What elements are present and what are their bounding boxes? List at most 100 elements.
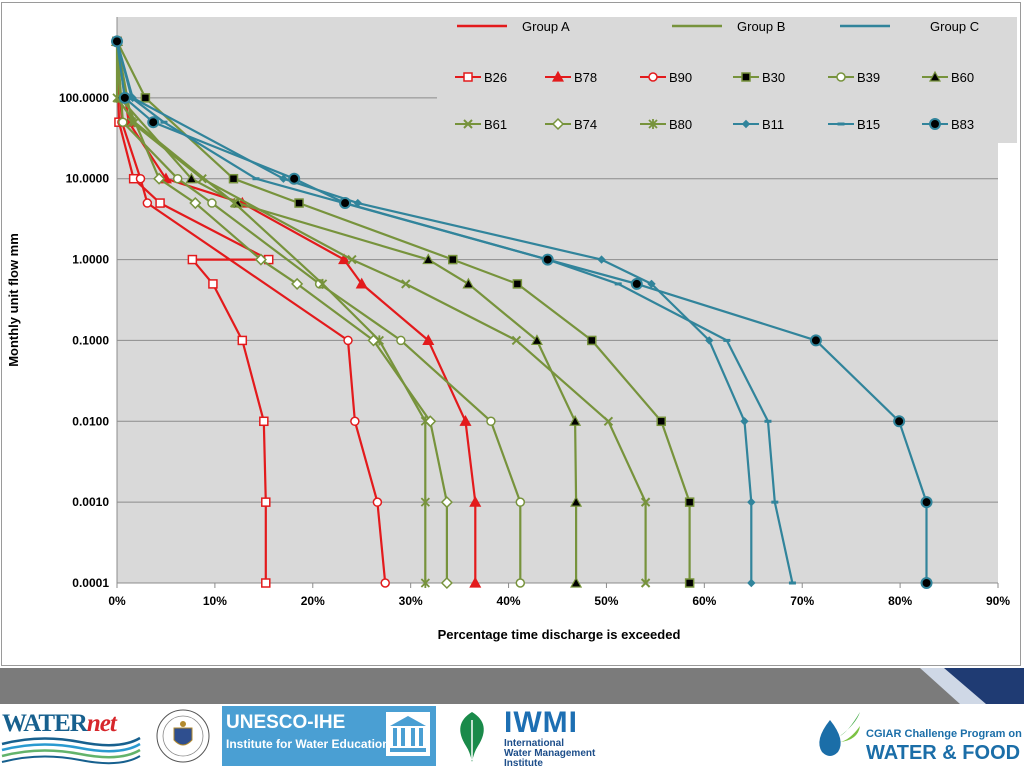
legend-group-label: Group C — [930, 19, 979, 34]
data-point-b78 — [422, 334, 435, 346]
y-tick-label: 0.0010 — [72, 495, 109, 509]
legend-marker-b30 — [741, 72, 751, 82]
data-point-b11 — [740, 417, 749, 426]
data-point-b83 — [630, 277, 643, 290]
data-point-b90 — [380, 578, 390, 588]
data-point-b60 — [530, 334, 543, 346]
x-tick-label: 40% — [497, 594, 521, 608]
series-line-b74 — [115, 41, 448, 583]
data-point-b30 — [228, 173, 239, 184]
data-point-b26 — [208, 279, 218, 289]
data-point-b74 — [254, 253, 267, 266]
data-point-b90 — [135, 173, 146, 184]
iwmi-logo: IWMI International Water Management Inst… — [502, 706, 596, 766]
y-tick-label: 0.0001 — [72, 576, 109, 590]
legend-label-b15: B15 — [857, 117, 880, 132]
data-point-b60 — [570, 495, 583, 507]
legend-label-b30: B30 — [762, 70, 785, 85]
data-point-b90 — [343, 335, 353, 346]
data-point-b60 — [422, 253, 435, 265]
data-point-b39 — [515, 578, 526, 588]
legend-label-b60: B60 — [951, 70, 974, 85]
y-tick-label: 0.1000 — [72, 333, 109, 347]
data-point-b90 — [372, 497, 383, 507]
legend-marker-b74 — [551, 117, 565, 131]
water-drop-leaf-icon — [819, 712, 860, 756]
leaf-logo — [448, 706, 496, 766]
data-point-b39 — [486, 416, 496, 427]
x-tick-label: 30% — [399, 594, 423, 608]
data-point-b80 — [317, 278, 328, 289]
y-tick-label: 1.0000 — [72, 253, 109, 267]
x-tick-label: 20% — [301, 594, 325, 608]
legend-label-b11: B11 — [762, 117, 784, 132]
data-point-b61 — [401, 279, 411, 289]
data-point-b83 — [288, 172, 301, 185]
data-point-b30 — [656, 416, 667, 427]
data-point-b26 — [261, 497, 271, 507]
cgiar-water-food: WATER & FOOD — [866, 742, 1021, 764]
leaf-icon — [460, 712, 484, 762]
waternet-word-net: net — [86, 710, 117, 737]
data-point-b60 — [570, 576, 583, 588]
data-point-b83 — [809, 334, 822, 347]
data-point-b11 — [597, 255, 606, 264]
unesco-ihe-title: UNESCO-IHE — [226, 712, 346, 733]
waternet-wordmark: WATERnet — [2, 710, 117, 738]
series-b83 — [111, 35, 933, 589]
data-point-b74 — [440, 496, 453, 509]
iwmi-line-1: International — [504, 738, 565, 749]
data-point-b26 — [261, 578, 271, 588]
legend-label-b80: B80 — [669, 117, 692, 132]
data-point-b80 — [129, 117, 140, 128]
series-b11 — [112, 37, 756, 588]
data-point-b80 — [229, 198, 240, 209]
legend: Group A Group B Group C B26 B78 B90 B30 B39 B60 B… — [437, 17, 1017, 143]
data-point-b30 — [140, 93, 151, 103]
series-b26 — [112, 36, 274, 588]
series-layer — [110, 35, 933, 590]
data-point-b30 — [684, 497, 695, 507]
legend-marker-b60 — [928, 70, 942, 82]
data-point-b83 — [920, 577, 933, 589]
legend-marker-b78 — [551, 70, 565, 82]
x-tick-label: 60% — [692, 594, 716, 608]
data-point-b39 — [172, 173, 183, 184]
y-axis-title: Monthly unit flow mm — [6, 233, 21, 367]
legend-label-b74: B74 — [574, 117, 597, 132]
data-point-b83 — [111, 35, 123, 48]
legend-group-label: Group A — [522, 19, 570, 34]
data-point-b80 — [420, 497, 430, 508]
y-tick-label: 100.0000 — [59, 91, 109, 105]
data-point-b78 — [469, 495, 482, 507]
data-point-b15 — [160, 120, 168, 124]
series-line-b90 — [115, 41, 387, 584]
legend-marker-b90 — [648, 72, 658, 82]
data-point-b30 — [512, 279, 523, 289]
data-point-b11 — [279, 174, 288, 183]
legend-marker-b80 — [648, 119, 658, 129]
legend-group-label: Group B — [737, 19, 785, 34]
data-point-b26 — [155, 198, 165, 208]
data-point-b74 — [291, 277, 304, 290]
data-point-b30 — [448, 254, 458, 265]
legend-marker-b15 — [837, 122, 845, 126]
data-point-b60 — [462, 277, 475, 289]
legend-label-b83: B83 — [951, 117, 974, 132]
legend-label-b26: B26 — [484, 70, 507, 85]
data-point-b15 — [764, 419, 772, 423]
data-point-b30 — [294, 198, 304, 208]
footer-band — [0, 668, 1024, 704]
legend-marker-b39 — [836, 72, 846, 82]
data-point-b61 — [347, 254, 357, 265]
cgiar-water-food-logo: CGIAR Challenge Program on WATER & FOOD — [810, 706, 1024, 766]
data-point-b11 — [705, 336, 714, 345]
data-point-b90 — [350, 416, 360, 427]
series-line-b15 — [115, 41, 794, 584]
data-point-b26 — [187, 254, 198, 265]
waternet-logo: WATERnet — [0, 706, 142, 766]
data-point-b90 — [142, 198, 153, 208]
data-point-b83 — [541, 253, 554, 266]
data-point-b80 — [420, 578, 430, 588]
data-point-b61 — [511, 335, 522, 346]
